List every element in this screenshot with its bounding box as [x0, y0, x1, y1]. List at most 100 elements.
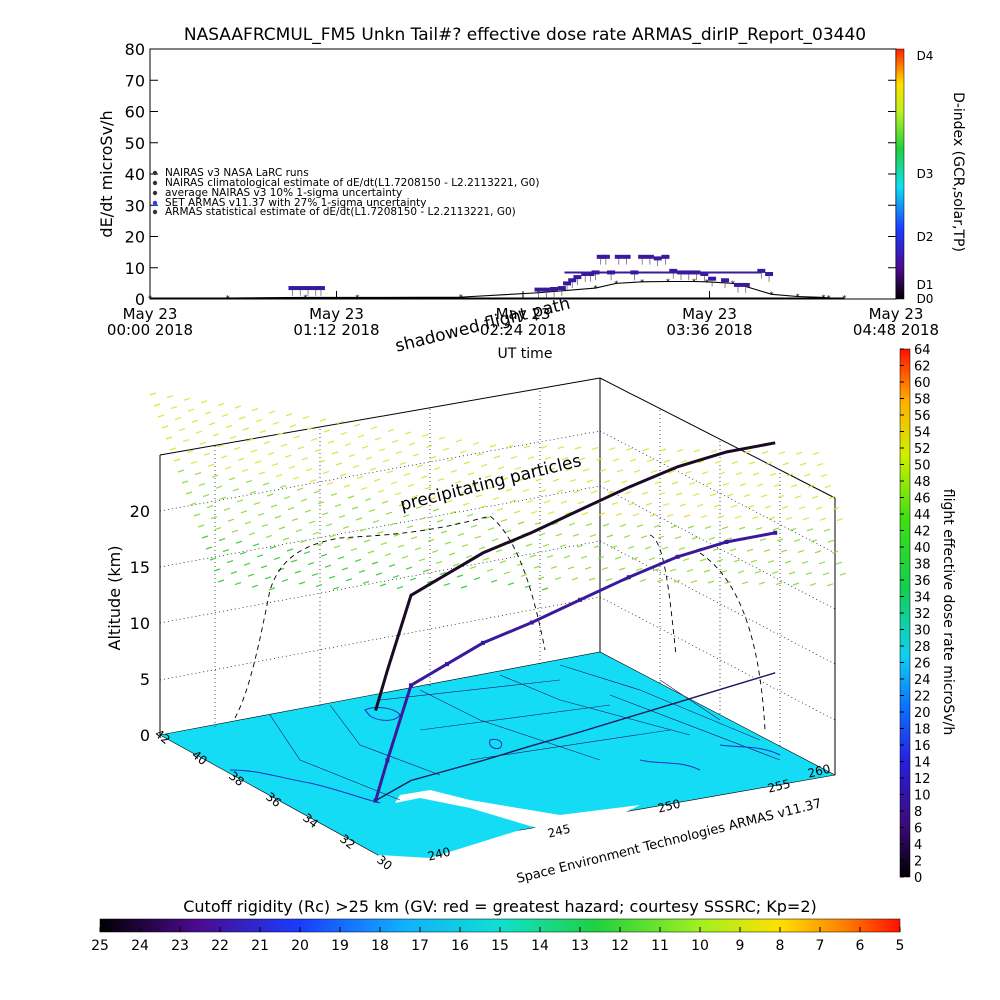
- armas-point: [596, 254, 605, 259]
- particle-mark: [296, 487, 304, 491]
- particle-mark: [826, 583, 834, 587]
- particle-mark: [243, 562, 251, 566]
- particle-mark: [530, 510, 538, 514]
- particle-mark: [388, 564, 396, 568]
- legend-entry: SET ARMAS v11.37 with 27% 1-sigma uncert…: [165, 197, 427, 209]
- particle-mark: [733, 559, 741, 563]
- particle-mark: [251, 408, 259, 412]
- particle-mark: [767, 560, 775, 564]
- d-index-tick-label: D2: [917, 230, 934, 244]
- particle-mark: [199, 441, 207, 445]
- particle-mark: [541, 587, 549, 591]
- top-x-tick-date: May 23: [309, 305, 364, 323]
- particle-mark: [367, 550, 375, 554]
- particle-mark: [437, 478, 445, 482]
- particle-mark: [384, 553, 392, 557]
- particle-mark: [797, 549, 805, 553]
- particle-mark: [376, 531, 384, 535]
- particle-mark: [495, 549, 503, 553]
- dose-tick-label: 50: [914, 459, 931, 474]
- longitude-tick-label: 240: [426, 845, 452, 864]
- particle-mark: [347, 495, 355, 499]
- longitude-tick-label: 260: [806, 762, 832, 781]
- particle-mark: [642, 448, 650, 452]
- top-y-tick-label: 60: [125, 103, 145, 122]
- particle-mark: [427, 538, 435, 542]
- particle-mark: [605, 578, 613, 582]
- particle-mark: [658, 492, 666, 496]
- particle-mark: [721, 526, 729, 530]
- particle-mark: [559, 544, 567, 548]
- particle-mark: [520, 573, 528, 577]
- particle-mark: [700, 514, 708, 518]
- particle-mark: [731, 461, 739, 465]
- 3d-grid: [159, 388, 836, 746]
- rc-tick-label: 22: [211, 938, 229, 954]
- particle-mark: [250, 449, 258, 453]
- particle-mark: [370, 426, 378, 430]
- figure-title: NASAAFRCMUL_FM5 Unkn Tail#? effective do…: [184, 25, 866, 45]
- particle-mark: [623, 534, 631, 538]
- particle-mark: [539, 489, 547, 493]
- particle-mark: [486, 568, 494, 572]
- particle-mark: [631, 556, 639, 560]
- particle-mark: [433, 467, 441, 471]
- particle-mark: [330, 492, 338, 496]
- particle-mark: [548, 467, 556, 471]
- particle-mark: [701, 471, 709, 475]
- particle-mark: [200, 400, 208, 404]
- particle-mark: [208, 422, 216, 426]
- particle-mark: [465, 555, 473, 559]
- particle-mark: [314, 448, 322, 452]
- rc-tick-label: 25: [91, 938, 109, 954]
- particle-mark: [512, 551, 520, 555]
- particle-mark: [449, 511, 457, 515]
- rc-tick-label: 16: [451, 938, 469, 954]
- particle-mark: [466, 513, 474, 517]
- particle-mark: [204, 411, 212, 415]
- particle-mark: [389, 522, 397, 526]
- particle-mark: [404, 431, 412, 435]
- particle-mark: [161, 425, 169, 429]
- particle-mark: [220, 455, 228, 459]
- altitude-tick-label: 10: [130, 614, 150, 633]
- rc-tick-label: 17: [411, 938, 429, 954]
- particle-mark: [738, 526, 746, 530]
- particle-mark: [720, 569, 728, 573]
- particle-mark: [446, 458, 454, 462]
- particle-mark: [319, 418, 327, 422]
- particle-mark: [245, 479, 253, 483]
- particle-mark: [484, 474, 492, 478]
- particle-mark: [705, 482, 713, 486]
- particle-mark: [290, 559, 298, 563]
- particle-mark: [282, 537, 290, 541]
- particle-mark: [236, 499, 244, 503]
- particle-mark: [507, 582, 515, 586]
- legend-marker: [152, 200, 158, 206]
- rc-tick-label: 19: [331, 938, 349, 954]
- particle-mark: [272, 421, 280, 425]
- nairas-point: *: [640, 278, 644, 287]
- particle-mark: [230, 571, 238, 575]
- armas-point: [614, 254, 623, 259]
- legend-marker: [152, 170, 158, 176]
- dose-tick-label: 56: [914, 409, 931, 424]
- particle-mark: [483, 516, 491, 520]
- particle-mark: [497, 466, 505, 470]
- particle-mark: [641, 491, 649, 495]
- particle-mark: [293, 435, 301, 439]
- particle-mark: [409, 577, 417, 581]
- particle-mark: [386, 470, 394, 474]
- particle-mark: [803, 473, 811, 477]
- particle-mark: [187, 408, 195, 412]
- particle-mark: [394, 492, 402, 496]
- latitude-tick-label: 42: [152, 727, 173, 747]
- particle-mark: [699, 558, 707, 562]
- legend-entry: NAIRAS v3 NASA LaRC runs: [165, 167, 309, 179]
- particle-mark: [157, 414, 165, 418]
- particle-mark: [408, 442, 416, 446]
- particle-mark: [306, 426, 314, 430]
- particle-mark: [748, 461, 756, 465]
